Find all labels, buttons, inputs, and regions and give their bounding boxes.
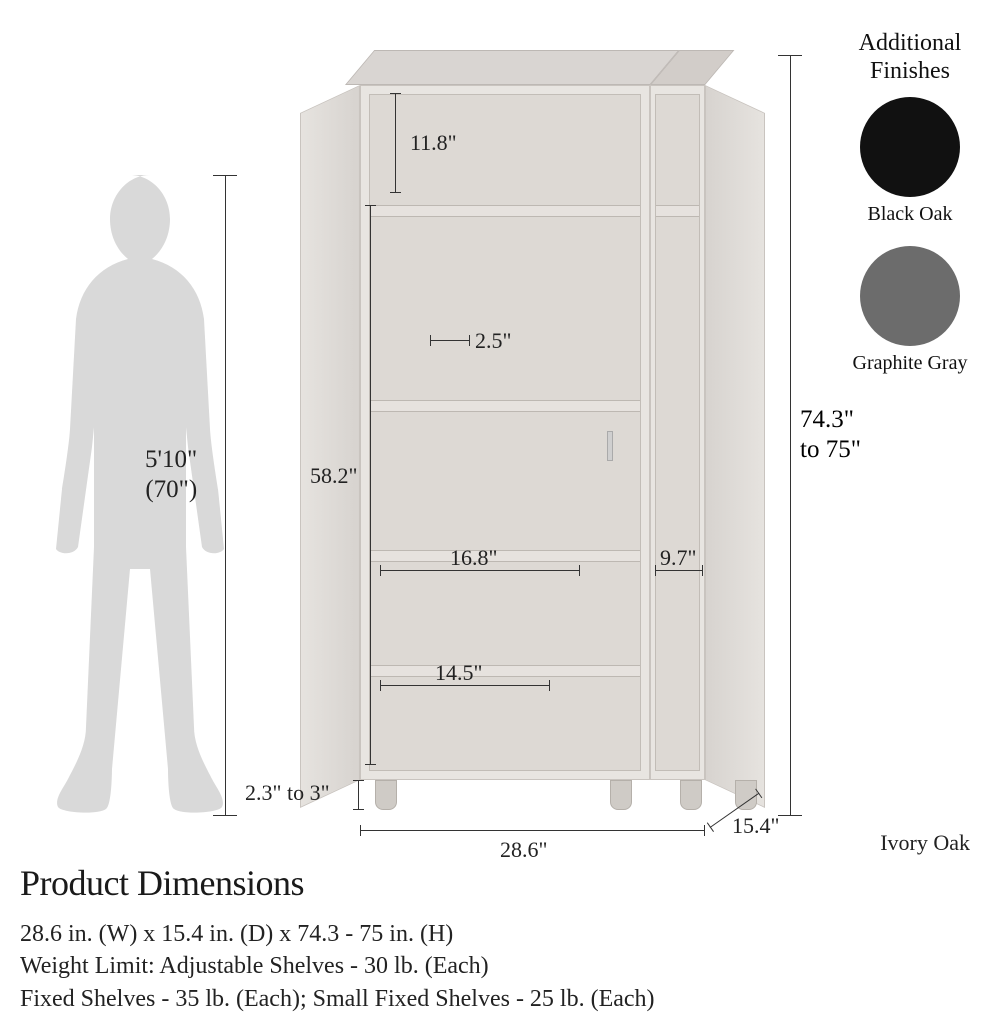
silhouette-height-line	[225, 175, 226, 815]
finishes-title: Additional Finishes	[840, 30, 980, 85]
dim-marker	[358, 780, 359, 810]
dim-interior-height: 58.2"	[310, 463, 357, 489]
cabinet-illustration: 11.8" 2.5" 58.2" 16.8" 9.7" 14.5" 2.3" t…	[300, 85, 765, 815]
dim-shelf-width: 16.8"	[450, 545, 497, 571]
swatch-graphite-gray	[860, 246, 960, 346]
cabinet-door-left	[300, 85, 360, 808]
diagram-stage: 5'10" (70") 11.8"	[0, 0, 1000, 855]
person-silhouette	[30, 175, 230, 815]
cabinet-foot	[375, 780, 397, 810]
overall-height-label: 74.3" to 75"	[800, 405, 861, 465]
cabinet-body	[360, 85, 650, 780]
dimensions-line: 28.6 in. (W) x 15.4 in. (D) x 74.3 - 75 …	[20, 918, 980, 950]
label-line: to 75"	[800, 435, 861, 465]
cabinet-shelf	[370, 400, 640, 412]
label-line: Additional	[859, 30, 962, 56]
dim-tick	[778, 55, 802, 56]
silhouette-height-label: 5'10" (70")	[145, 445, 197, 505]
finishes-panel: Additional Finishes Black Oak Graphite G…	[840, 30, 980, 394]
dim-shelf-depth: 14.5"	[435, 660, 482, 686]
swatch-label: Graphite Gray	[840, 352, 980, 374]
door-handle	[608, 432, 612, 460]
weight-limit-line: Weight Limit: Adjustable Shelves - 30 lb…	[20, 950, 980, 982]
dim-base-depth: 15.4"	[732, 813, 779, 839]
label-line: Finishes	[870, 58, 950, 84]
dim-adj-increment: 2.5"	[475, 328, 511, 354]
dim-tick	[778, 815, 802, 816]
cabinet-foot	[680, 780, 702, 810]
swatch-label: Black Oak	[840, 203, 980, 226]
dim-tick	[213, 175, 237, 176]
cabinet-shelf	[370, 205, 640, 217]
dim-marker	[370, 205, 371, 765]
dim-marker	[360, 830, 705, 831]
cabinet-top-face	[345, 50, 679, 85]
product-dimensions-block: Product Dimensions 28.6 in. (W) x 15.4 i…	[20, 862, 980, 1015]
label-line: 74.3"	[800, 405, 861, 435]
label-line: 5'10"	[145, 445, 197, 475]
cabinet-interior	[369, 94, 641, 771]
cabinet-narrow-section	[650, 85, 705, 780]
dim-foot-height: 2.3" to 3"	[245, 780, 330, 806]
product-dimensions-title: Product Dimensions	[20, 862, 980, 904]
cabinet-door-right	[705, 85, 765, 808]
dim-tick	[213, 815, 237, 816]
cabinet-foot	[610, 780, 632, 810]
dim-top-gap: 11.8"	[410, 130, 457, 156]
label-line: (70")	[145, 475, 197, 505]
overall-height-line	[790, 55, 791, 815]
dim-narrow-width: 9.7"	[660, 545, 696, 571]
weight-limit-line: Fixed Shelves - 35 lb. (Each); Small Fix…	[20, 983, 980, 1015]
current-finish-label: Ivory Oak	[880, 830, 970, 856]
cabinet-shelf	[370, 550, 640, 562]
cabinet-shelf	[656, 205, 699, 217]
dim-base-width: 28.6"	[500, 837, 547, 863]
swatch-black-oak	[860, 97, 960, 197]
cabinet-shelf	[370, 665, 640, 677]
dim-marker	[395, 93, 396, 193]
cabinet-narrow-interior	[655, 94, 700, 771]
dim-marker	[430, 340, 470, 341]
